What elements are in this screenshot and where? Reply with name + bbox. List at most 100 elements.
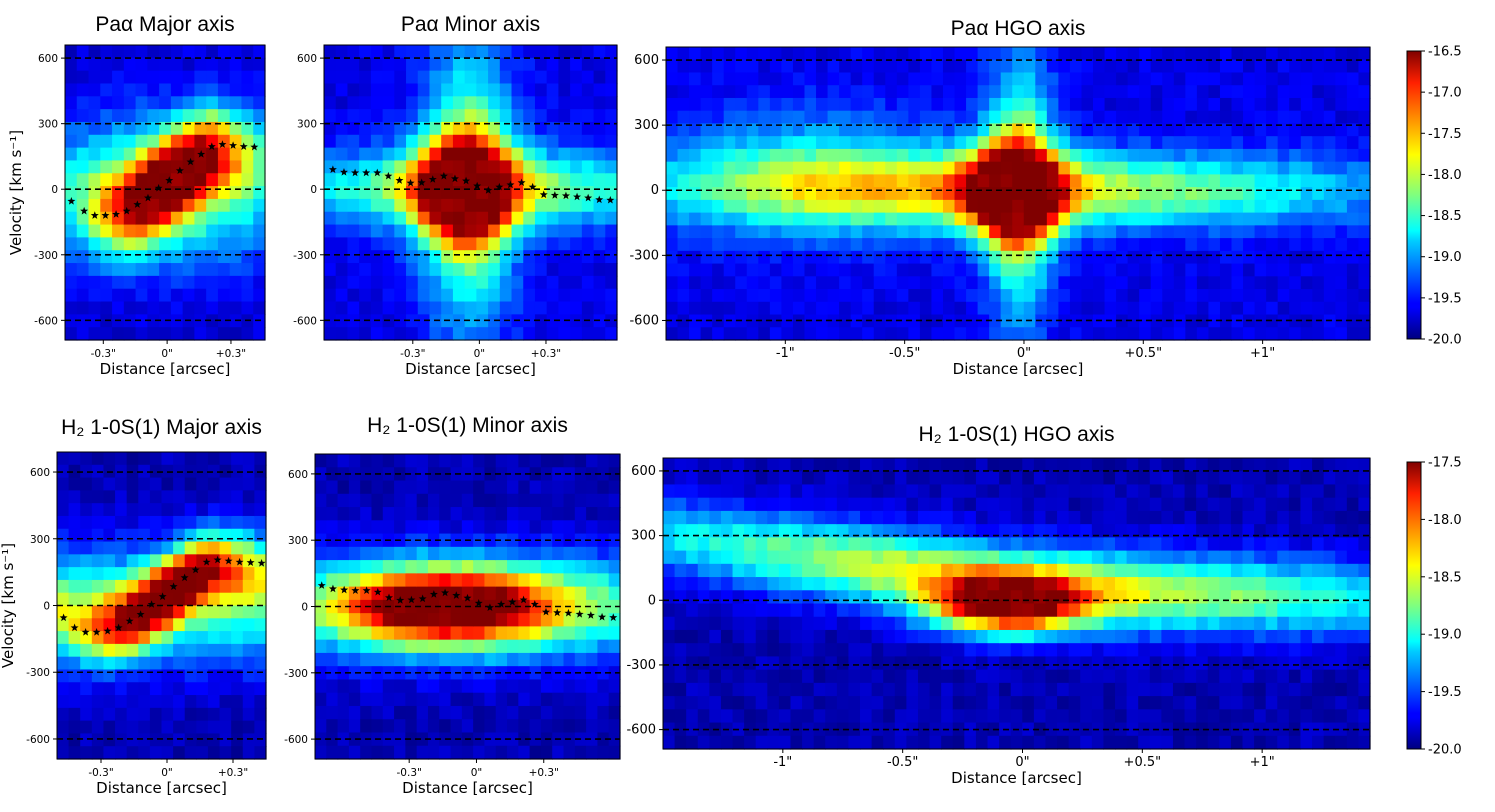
heatmap-cell <box>427 493 440 508</box>
heatmap-cell <box>1162 72 1175 86</box>
heatmap-cell <box>848 709 861 724</box>
heatmap-cell <box>1185 250 1198 265</box>
heatmap-cell <box>942 97 956 112</box>
heatmap-cell <box>1138 524 1151 538</box>
heatmap-cell <box>1335 85 1348 99</box>
heatmap-cell <box>1335 550 1348 565</box>
heatmap-cell <box>1196 174 1210 188</box>
x-axis-label: Distance [arcsec] <box>953 360 1084 378</box>
heatmap-cell <box>229 327 243 341</box>
heatmap-cell <box>792 72 806 86</box>
heatmap-cell <box>1139 174 1152 188</box>
heatmap-cell <box>755 735 768 750</box>
heatmap-cell <box>126 477 139 491</box>
heatmap-cell <box>1035 289 1048 303</box>
heatmap-cell <box>1358 696 1371 710</box>
heatmap-cell <box>1300 603 1313 618</box>
heatmap-cell <box>712 199 725 214</box>
heatmap-cell <box>581 57 595 72</box>
heatmap-cell <box>495 586 508 601</box>
heatmap-cell <box>1035 136 1048 150</box>
heatmap-cell <box>452 121 466 136</box>
heatmap-cell <box>1139 314 1152 328</box>
heatmap-cell <box>1058 161 1071 175</box>
heatmap-cell <box>919 47 933 61</box>
star-marker <box>373 168 382 177</box>
heatmap-cell <box>989 174 1002 188</box>
heatmap-cell <box>1139 276 1152 290</box>
heatmap-cell <box>755 709 768 724</box>
heatmap-cell <box>1127 148 1140 163</box>
heatmap-cell <box>709 709 722 724</box>
heatmap-cell <box>586 666 599 681</box>
heatmap-cell <box>586 719 599 734</box>
heatmap-cell <box>735 123 748 137</box>
heatmap-cell <box>1022 550 1035 565</box>
heatmap-cell <box>507 520 519 535</box>
heatmap-cell <box>769 263 783 277</box>
heatmap-cell <box>1323 458 1336 472</box>
heatmap-cell <box>416 745 429 760</box>
star-marker <box>530 600 539 608</box>
heatmap-cell <box>1000 110 1013 125</box>
heatmap-cell <box>476 327 489 341</box>
heatmap-cell <box>906 616 919 631</box>
heatmap-cell <box>883 722 896 737</box>
heatmap-cell <box>1196 250 1210 265</box>
heatmap-cell <box>324 70 337 85</box>
heatmap-cell <box>1081 327 1094 341</box>
heatmap-cell <box>778 709 792 724</box>
heatmap-cell <box>68 579 81 594</box>
heatmap-cell <box>732 643 745 658</box>
heatmap-cell <box>495 613 508 627</box>
heatmap-cell <box>929 524 942 538</box>
heatmap-cell <box>1033 471 1047 486</box>
heatmap-cell <box>906 510 919 525</box>
heatmap-cell <box>790 709 803 724</box>
heatmap-cell <box>558 83 571 97</box>
heatmap-cell <box>674 629 687 644</box>
heatmap-cell <box>1116 250 1129 265</box>
heatmap-cell <box>558 70 571 85</box>
heatmap-cell <box>88 288 101 303</box>
heatmap-cell <box>666 314 679 328</box>
heatmap-cell <box>608 692 621 707</box>
heatmap-cell <box>964 484 977 499</box>
heatmap-cell <box>558 173 571 187</box>
heatmap-cell <box>778 643 792 658</box>
heatmap-cell <box>529 745 542 760</box>
heatmap-cell <box>931 225 944 239</box>
heatmap-cell <box>709 603 722 618</box>
heatmap-cell <box>906 682 919 697</box>
heatmap-cell <box>173 579 186 594</box>
heatmap-cell <box>1219 161 1233 175</box>
heatmap-cell <box>816 263 829 277</box>
heatmap-cell <box>581 250 595 264</box>
heatmap-cell <box>1208 85 1221 99</box>
heatmap-cell <box>518 546 531 561</box>
heatmap-cell <box>324 173 337 187</box>
heatmap-cell <box>429 250 442 264</box>
heatmap-cell <box>534 45 548 59</box>
heatmap-cell <box>919 174 933 188</box>
heatmap-cell <box>206 198 219 213</box>
heatmap-cell <box>873 301 886 316</box>
heatmap-cell <box>966 72 979 86</box>
heatmap-cell <box>917 484 931 499</box>
star-marker <box>133 200 142 208</box>
heatmap-cell <box>1161 603 1174 618</box>
heatmap-cell <box>241 70 254 85</box>
heatmap-cell <box>1150 289 1163 303</box>
heatmap-cell <box>452 45 466 59</box>
heatmap-cell <box>1046 212 1059 226</box>
heatmap-cell <box>929 577 942 591</box>
heatmap-cell <box>495 692 508 707</box>
heatmap-cell <box>804 123 817 137</box>
y-tick-label: -300 <box>293 250 317 262</box>
heatmap-cell <box>1081 148 1094 163</box>
heatmap-cell <box>65 96 78 110</box>
heatmap-cell <box>1358 301 1371 316</box>
heatmap-cell <box>1289 59 1302 74</box>
heatmap-cell <box>792 289 806 303</box>
heatmap-cell <box>1335 643 1348 658</box>
